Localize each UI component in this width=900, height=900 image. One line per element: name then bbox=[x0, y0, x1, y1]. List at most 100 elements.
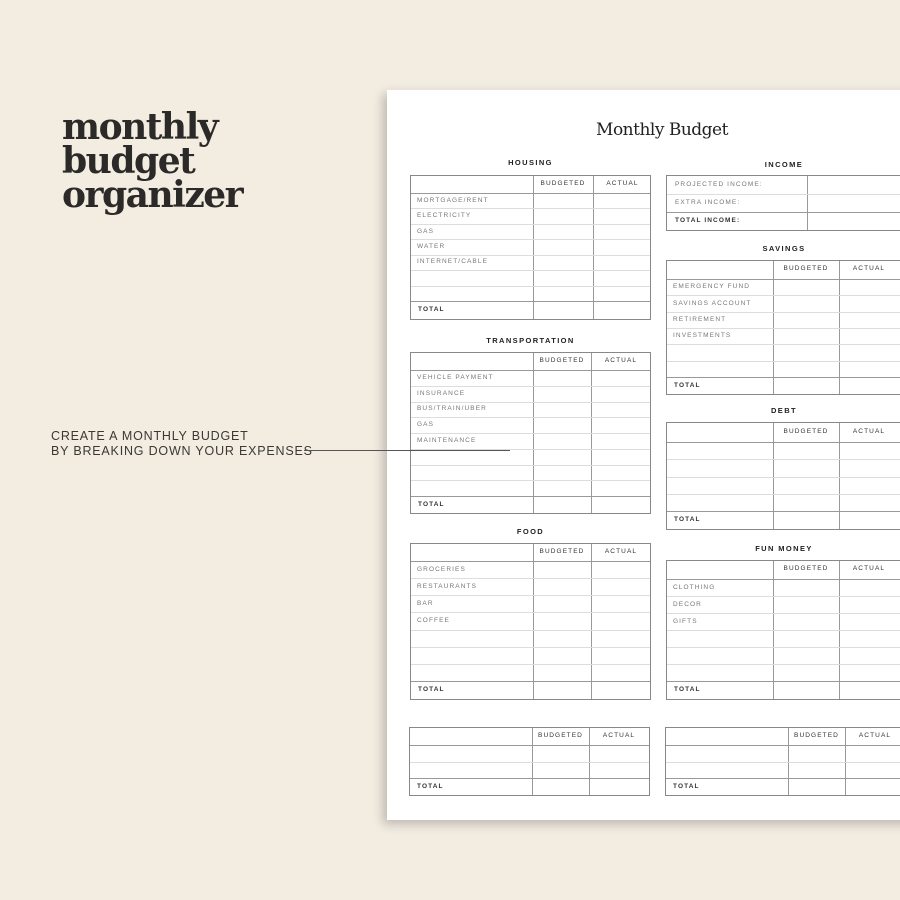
budgeted-header: BUDGETED bbox=[540, 179, 586, 187]
total-divider bbox=[667, 511, 900, 512]
row-divider bbox=[411, 385, 650, 387]
budgeted-header: BUDGETED bbox=[539, 547, 585, 555]
column-divider bbox=[839, 261, 840, 394]
total-label: TOTAL bbox=[418, 306, 445, 313]
row-label: RETIREMENT bbox=[673, 315, 727, 323]
column-divider bbox=[807, 176, 808, 230]
row-divider bbox=[411, 663, 650, 665]
row-divider bbox=[411, 578, 650, 580]
total-label: TOTAL bbox=[417, 782, 444, 790]
row-label: EMERGENCY FUND bbox=[673, 283, 751, 291]
budgeted-header: BUDGETED bbox=[783, 427, 829, 435]
row-label: GIFTS bbox=[673, 617, 698, 625]
row-divider bbox=[667, 311, 900, 313]
transportation-title: TRANSPORTATION bbox=[486, 336, 575, 345]
actual-header: ACTUAL bbox=[852, 565, 886, 572]
row-label: MAINTENANCE bbox=[417, 436, 477, 444]
row-label: GAS bbox=[417, 421, 435, 429]
row-divider bbox=[667, 459, 900, 461]
income-table: PROJECTED INCOME: EXTRA INCOME: TOTAL INCO… bbox=[666, 175, 900, 231]
total-label: TOTAL bbox=[418, 686, 445, 693]
headline-line: budget bbox=[62, 140, 196, 182]
total-divider bbox=[411, 301, 650, 302]
total-divider bbox=[411, 681, 650, 682]
row-divider bbox=[667, 493, 900, 495]
row-divider bbox=[411, 646, 650, 648]
budgeted-header: BUDGETED bbox=[538, 731, 583, 739]
header-divider bbox=[411, 561, 650, 562]
row-label: DECOR bbox=[673, 600, 702, 608]
row-label: GROCERIES bbox=[417, 565, 466, 573]
income-total-label: TOTAL INCOME: bbox=[675, 217, 741, 224]
housing-title: HOUSING bbox=[508, 158, 553, 167]
debt-title: DEBT bbox=[770, 406, 798, 415]
row-label: INSURANCE bbox=[417, 389, 466, 397]
row-label: SAVINGS ACCOUNT bbox=[673, 299, 752, 307]
total-divider bbox=[667, 212, 900, 213]
row-label: INVESTMENTS bbox=[673, 332, 732, 340]
row-divider bbox=[411, 285, 650, 287]
column-divider bbox=[773, 423, 774, 529]
row-divider bbox=[667, 194, 900, 195]
total-label: TOTAL bbox=[674, 686, 701, 693]
total-divider bbox=[410, 778, 649, 779]
row-divider bbox=[411, 433, 650, 434]
row-divider bbox=[667, 476, 900, 478]
fun-money-table: BUDGETED ACTUAL CLOTHING DECOR GIFTS TOTAL bbox=[666, 560, 900, 700]
header-divider bbox=[411, 370, 650, 371]
row-divider bbox=[411, 448, 650, 450]
column-divider bbox=[593, 176, 594, 319]
row-divider bbox=[411, 270, 650, 272]
header-divider bbox=[666, 745, 900, 746]
row-label: BUS/TRAIN/UBER bbox=[417, 405, 487, 413]
row-divider bbox=[667, 630, 900, 631]
debt-table: BUDGETED ACTUAL TOTAL bbox=[666, 422, 900, 530]
actual-header: ACTUAL bbox=[852, 427, 886, 435]
row-divider bbox=[667, 295, 900, 297]
row-label: COFFEE bbox=[417, 617, 450, 624]
blank-left-table: BUDGETED ACTUAL TOTAL bbox=[409, 727, 650, 796]
actual-header: ACTUAL bbox=[604, 547, 638, 555]
row-label: BAR bbox=[417, 599, 434, 607]
actual-header: ACTUAL bbox=[604, 356, 638, 364]
row-divider bbox=[411, 401, 650, 403]
column-divider bbox=[839, 423, 840, 529]
row-divider bbox=[411, 223, 650, 225]
housing-table: BUDGETED ACTUAL MORTGAGE/RENT ELECTRICITY GA… bbox=[410, 175, 651, 320]
column-divider bbox=[591, 544, 592, 699]
headline-line: organizer bbox=[62, 174, 244, 216]
row-divider bbox=[411, 254, 650, 256]
column-divider bbox=[533, 544, 534, 699]
row-label: WATER bbox=[417, 243, 446, 250]
row-label: RESTAURANTS bbox=[417, 582, 478, 590]
transportation-table: BUDGETED ACTUAL VEHICLE PAYMENT INSURANCE BU… bbox=[410, 352, 651, 514]
row-divider bbox=[410, 761, 649, 763]
document-title: Monthly Budget bbox=[596, 120, 728, 140]
header-divider bbox=[667, 442, 900, 443]
caption-line: CREATE A MONTHLY BUDGET bbox=[51, 429, 249, 443]
savings-title: SAVINGS bbox=[762, 244, 806, 253]
row-divider bbox=[667, 664, 900, 665]
food-table: BUDGETED ACTUAL GROCERIES RESTAURANTS BAR COF… bbox=[410, 543, 651, 700]
budget-sheet: Monthly Budget HOUSING BUDGETED ACTUAL MORT… bbox=[387, 90, 900, 820]
header-divider bbox=[411, 193, 650, 194]
income-title: INCOME bbox=[764, 160, 804, 169]
actual-header: ACTUAL bbox=[606, 179, 639, 187]
row-label: VEHICLE PAYMENT bbox=[417, 373, 494, 381]
budgeted-header: BUDGETED bbox=[783, 265, 829, 272]
total-divider bbox=[666, 778, 900, 779]
column-divider bbox=[533, 176, 534, 319]
row-label: CLOTHING bbox=[673, 583, 716, 591]
actual-header: ACTUAL bbox=[858, 731, 892, 739]
savings-table: BUDGETED ACTUAL EMERGENCY FUND SAVINGS ACCO… bbox=[666, 260, 900, 395]
budgeted-header: BUDGETED bbox=[794, 731, 839, 739]
row-divider bbox=[411, 629, 650, 631]
column-divider bbox=[773, 261, 774, 394]
row-label: INTERNET/CABLE bbox=[417, 258, 489, 266]
row-divider bbox=[667, 647, 900, 648]
actual-header: ACTUAL bbox=[602, 731, 636, 739]
income-row-label: EXTRA INCOME: bbox=[675, 199, 741, 206]
row-divider bbox=[667, 360, 900, 362]
row-divider bbox=[667, 613, 900, 614]
total-label: TOTAL bbox=[418, 500, 445, 508]
